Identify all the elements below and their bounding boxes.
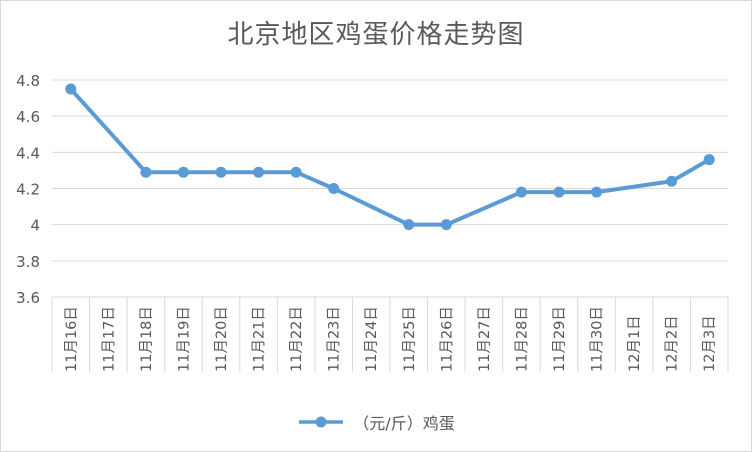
data-point (666, 175, 678, 187)
x-tick-label: 11月21日 (252, 306, 268, 372)
x-tick-label: 12月2日 (665, 315, 681, 372)
data-point (140, 166, 152, 178)
x-tick-label: 11月23日 (327, 306, 343, 372)
x-tick-label: 12月3日 (702, 315, 718, 372)
x-tick-label: 11月24日 (364, 306, 380, 372)
data-point (591, 186, 603, 198)
data-point (215, 166, 227, 178)
legend-label: （元/斤）鸡蛋 (353, 414, 455, 433)
legend-swatch (299, 416, 344, 428)
series-line (68, 87, 712, 227)
x-tick-label: 11月17日 (101, 306, 117, 372)
x-tick-label: 11月28日 (514, 306, 530, 372)
x-tick-label: 11月26日 (439, 306, 455, 372)
y-tick-label: 3.6 (16, 289, 40, 307)
y-tick-label: 4.2 (16, 181, 40, 199)
data-point (515, 186, 527, 198)
data-point (253, 166, 265, 178)
data-point (65, 83, 77, 95)
x-tick-label: 11月22日 (289, 306, 305, 372)
data-point (703, 154, 715, 166)
x-tick-label: 11月19日 (176, 306, 192, 372)
x-tick-label: 11月16日 (64, 306, 80, 372)
data-point (290, 166, 302, 178)
x-tick-label: 12月1日 (627, 315, 643, 372)
data-point (177, 166, 189, 178)
x-tick-label: 11月18日 (139, 306, 155, 372)
legend: （元/斤）鸡蛋 (0, 410, 752, 434)
x-tick-label: 11月30日 (590, 306, 606, 372)
x-tick-label: 11月29日 (552, 306, 568, 372)
data-point (328, 183, 340, 194)
y-tick-label: 4.4 (16, 144, 40, 162)
x-tick-label: 11月27日 (477, 306, 493, 372)
data-point (553, 186, 565, 198)
y-tick-label: 4.8 (16, 72, 40, 90)
data-point (440, 219, 452, 231)
y-tick-label: 3.8 (16, 253, 40, 271)
data-point (403, 219, 415, 231)
chart-title: 北京地区鸡蛋价格走势图 (227, 20, 525, 50)
x-tick-label: 11月25日 (402, 306, 418, 372)
y-tick-label: 4 (30, 217, 40, 235)
y-tick-label: 4.6 (16, 108, 40, 126)
x-tick-label: 11月20日 (214, 306, 230, 372)
